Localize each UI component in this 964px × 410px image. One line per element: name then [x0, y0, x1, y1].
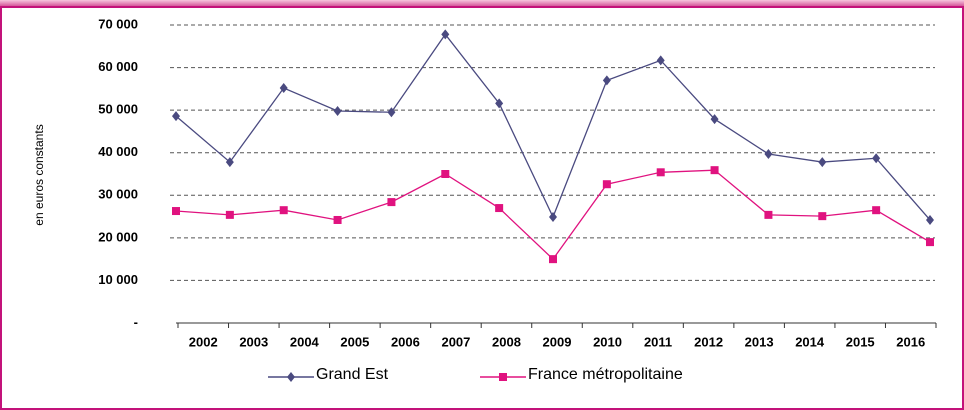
marker [172, 111, 180, 122]
marker [225, 157, 234, 168]
marker [656, 168, 665, 177]
y-tick-label: 30 000 [98, 187, 138, 202]
x-tick-label: 2008 [492, 334, 521, 349]
marker [441, 170, 450, 178]
y-axis-label: en euros constants [32, 124, 46, 225]
marker [549, 211, 557, 222]
frame [0, 6, 964, 410]
marker [279, 206, 288, 215]
x-tick-label: 2009 [543, 334, 572, 349]
x-tick-label: 2006 [391, 334, 420, 349]
y-tick-label: 40 000 [98, 144, 138, 159]
x-tick-label: 2010 [593, 334, 622, 349]
marker [549, 255, 557, 264]
marker [602, 75, 611, 86]
marker [926, 214, 934, 225]
x-tick-label: 2005 [340, 334, 369, 349]
marker [225, 210, 234, 219]
marker [495, 98, 504, 109]
marker [387, 107, 396, 118]
legend-label: France métropolitaine [528, 366, 683, 383]
marker [602, 180, 611, 189]
y-tick-label: 70 000 [98, 16, 138, 31]
marker [333, 105, 342, 116]
x-tick-label: 2011 [644, 334, 672, 349]
x-tick-label: 2016 [896, 334, 925, 349]
marker [710, 166, 719, 175]
x-tick-label: 2012 [694, 334, 723, 349]
y-tick-label: - [134, 314, 138, 329]
marker [872, 206, 881, 215]
y-tick-label: 60 000 [98, 59, 138, 74]
marker [710, 114, 719, 125]
marker [926, 238, 934, 247]
legend-label: Grand Est [316, 366, 389, 383]
marker [279, 83, 288, 94]
y-tick-label: 10 000 [98, 272, 138, 287]
x-tick-label: 2003 [239, 334, 268, 349]
top-bar [0, 0, 964, 7]
marker [287, 372, 295, 382]
x-tick-label: 2004 [290, 334, 320, 349]
marker [818, 212, 827, 221]
x-tick-label: 2014 [795, 334, 825, 349]
marker [656, 55, 665, 66]
marker [333, 215, 342, 224]
marker [441, 29, 450, 40]
marker [818, 157, 827, 168]
x-tick-label: 2007 [441, 334, 470, 349]
marker [872, 153, 881, 164]
marker [499, 373, 507, 381]
marker [764, 148, 773, 159]
marker [172, 207, 180, 216]
marker [387, 198, 396, 207]
x-tick-label: 2015 [846, 334, 875, 349]
y-tick-label: 50 000 [98, 102, 138, 117]
marker [764, 210, 773, 219]
x-tick-label: 2002 [189, 334, 218, 349]
marker [495, 204, 504, 213]
x-tick-label: 2013 [745, 334, 774, 349]
series-line [175, 33, 931, 221]
y-tick-label: 20 000 [98, 229, 138, 244]
